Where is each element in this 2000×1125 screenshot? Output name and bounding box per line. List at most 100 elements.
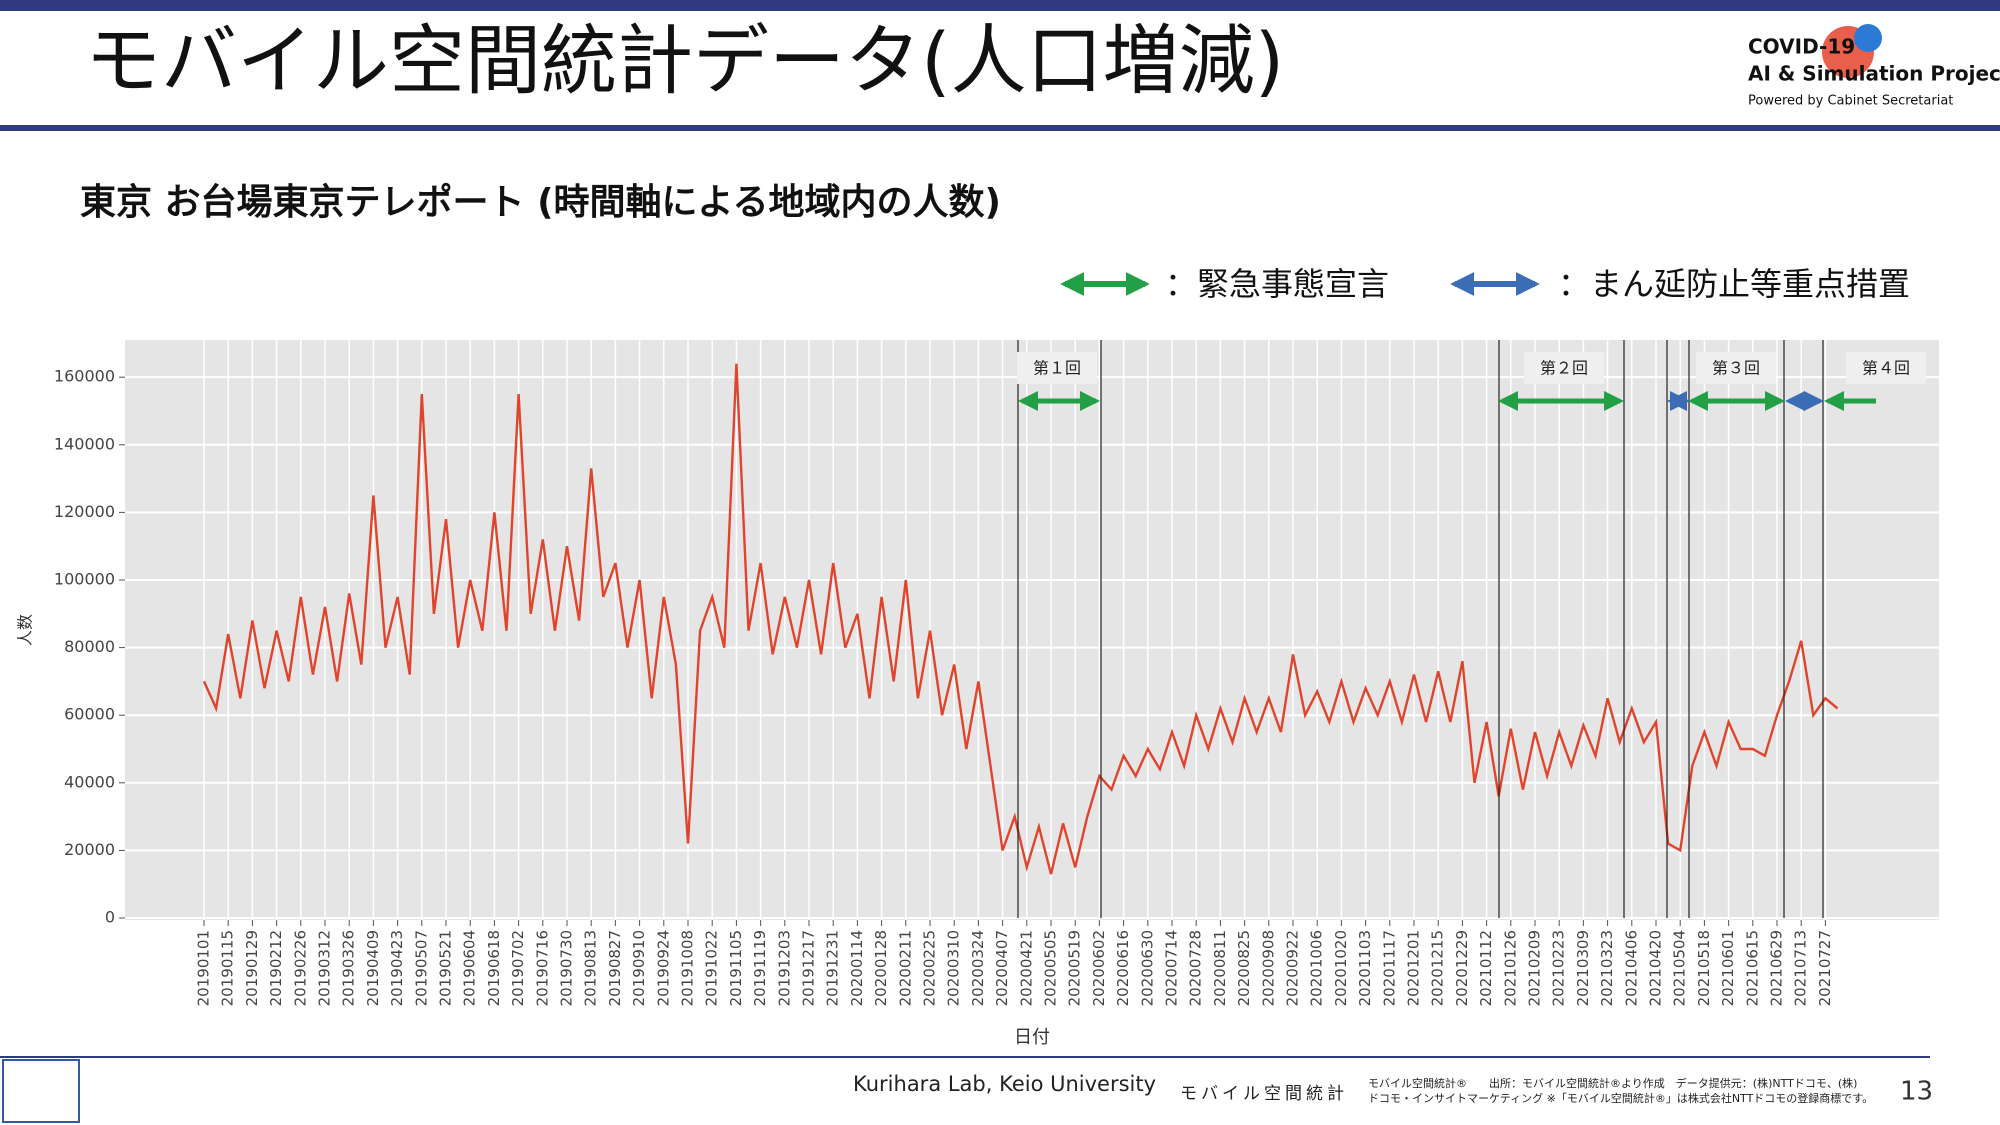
y-axis-label: 人数 <box>16 614 35 646</box>
logo-dot <box>1854 24 1882 52</box>
x-tick-label: 20200714 <box>1163 930 1181 1006</box>
data-line <box>202 363 1839 875</box>
x-tick-label: 20200922 <box>1284 930 1302 1006</box>
x-tick-label: 20201215 <box>1429 930 1447 1006</box>
x-tick-label: 20190212 <box>267 930 285 1006</box>
x-tick-label: 20200519 <box>1066 930 1084 1006</box>
x-tick-label: 20210309 <box>1574 930 1592 1006</box>
x-tick-label: 20190521 <box>437 930 455 1006</box>
x-tick-label: 20190716 <box>533 930 551 1006</box>
x-tick-label: 20191022 <box>703 930 721 1006</box>
plot-background <box>125 340 1939 920</box>
annotation-box <box>1846 352 1926 384</box>
annotation: 第４回 <box>1862 359 1910 378</box>
annotation: 第２回 <box>1540 359 1588 378</box>
footer-note: モバイル空間統計® 出所：モバイル空間統計®より作成 データ提供元：(株)NTT… <box>1368 1076 1857 1090</box>
x-tick-label: 20200324 <box>969 930 987 1006</box>
x-tick-label: 20201103 <box>1356 930 1374 1006</box>
x-tick-label: 20190326 <box>340 930 358 1006</box>
top-band <box>0 0 2000 11</box>
chart-title: 東京 お台場東京テレポート (時間軸による地域内の人数) <box>80 181 1001 223</box>
x-tick-label: 20210126 <box>1501 930 1519 1006</box>
logo-text: AI & Simulation Project <box>1748 62 2000 86</box>
x-tick-label: 20201117 <box>1380 930 1398 1006</box>
x-tick-label: 20201229 <box>1453 930 1471 1006</box>
x-axis-label: 日付 <box>1014 1027 1050 1048</box>
annotation-box <box>1696 352 1776 384</box>
x-tick-label: 20201006 <box>1308 930 1326 1006</box>
footer-brand: モバイル空間統計 <box>1180 1084 1348 1104</box>
page-number: 13 <box>1900 1077 1933 1107</box>
annotation-box <box>1524 352 1604 384</box>
y-tick-label: 100000 <box>54 569 115 588</box>
x-tick-label: 20200225 <box>921 930 939 1006</box>
x-tick-label: 20200602 <box>1090 930 1108 1006</box>
x-tick-label: 20190409 <box>364 930 382 1006</box>
x-tick-label: 20200616 <box>1114 930 1132 1006</box>
x-tick-label: 20201020 <box>1332 930 1350 1006</box>
x-tick-label: 20200505 <box>1042 930 1060 1006</box>
x-tick-label: 20190618 <box>485 930 503 1006</box>
x-tick-label: 20190129 <box>243 930 261 1006</box>
legend-label: ：緊急事態宣言 <box>1165 265 1389 303</box>
logo-text: COVID-19 <box>1748 35 1855 59</box>
x-tick-label: 20200421 <box>1017 930 1035 1006</box>
annotation-box <box>1017 352 1097 384</box>
y-tick-label: 0 <box>105 908 115 927</box>
y-tick-label: 20000 <box>64 840 115 859</box>
x-tick-label: 20190423 <box>388 930 406 1006</box>
footer-note: ドコモ・インサイトマーケティング ※「モバイル空間統計®」は株式会社NTTドコモ… <box>1368 1091 1873 1105</box>
x-tick-label: 20200811 <box>1211 930 1229 1006</box>
slide-title: モバイル空間統計データ(人口増減) <box>85 16 1284 105</box>
y-tick-label: 120000 <box>54 502 115 521</box>
logo-text: Powered by Cabinet Secretariat <box>1748 94 1953 109</box>
x-tick-label: 20190702 <box>509 930 527 1006</box>
y-tick-label: 40000 <box>64 772 115 791</box>
x-tick-label: 20210223 <box>1550 930 1568 1006</box>
y-tick-label: 80000 <box>64 637 115 656</box>
x-tick-label: 20190813 <box>582 930 600 1006</box>
x-tick-label: 20200128 <box>872 930 890 1006</box>
x-tick-label: 20190924 <box>654 930 672 1006</box>
x-tick-label: 20210504 <box>1671 930 1689 1006</box>
footer-logo <box>2 1059 80 1123</box>
x-tick-label: 20201201 <box>1405 930 1423 1006</box>
x-tick-label: 20190312 <box>316 930 334 1006</box>
x-tick-label: 20200407 <box>993 930 1011 1006</box>
x-tick-label: 20191203 <box>775 930 793 1006</box>
y-tick-label: 60000 <box>64 705 115 724</box>
x-tick-label: 20210518 <box>1695 930 1713 1006</box>
y-tick-label: 140000 <box>54 434 115 453</box>
annotation: 第３回 <box>1712 359 1760 378</box>
x-tick-label: 20190604 <box>461 930 479 1006</box>
x-tick-label: 20191105 <box>727 930 745 1006</box>
footer-lab: Kurihara Lab, Keio University <box>853 1072 1156 1096</box>
x-tick-label: 20210420 <box>1647 930 1665 1006</box>
title-rule <box>0 125 2000 131</box>
legend-label: ：まん延防止等重点措置 <box>1558 265 1910 303</box>
x-tick-label: 20191217 <box>800 930 818 1006</box>
annotation: 第１回 <box>1033 359 1081 378</box>
x-tick-label: 20200211 <box>896 930 914 1006</box>
x-tick-label: 20200728 <box>1187 930 1205 1006</box>
x-tick-label: 20191008 <box>679 930 697 1006</box>
x-tick-label: 20210629 <box>1768 930 1786 1006</box>
x-tick-label: 20190730 <box>558 930 576 1006</box>
x-tick-label: 20200908 <box>1259 930 1277 1006</box>
x-tick-label: 20190115 <box>219 930 237 1006</box>
x-tick-label: 20210713 <box>1792 930 1810 1006</box>
x-tick-label: 20190507 <box>412 930 430 1006</box>
x-tick-label: 20190101 <box>195 930 213 1006</box>
x-tick-label: 20190910 <box>630 930 648 1006</box>
x-tick-label: 20210615 <box>1743 930 1761 1006</box>
x-tick-label: 20200310 <box>945 930 963 1006</box>
x-tick-label: 20210112 <box>1477 930 1495 1006</box>
x-tick-label: 20210323 <box>1598 930 1616 1006</box>
x-tick-label: 20200630 <box>1138 930 1156 1006</box>
x-tick-label: 20210406 <box>1622 930 1640 1006</box>
y-tick-label: 160000 <box>54 367 115 386</box>
x-tick-label: 20190226 <box>291 930 309 1006</box>
x-tick-label: 20200825 <box>1235 930 1253 1006</box>
x-tick-label: 20200114 <box>848 930 866 1006</box>
